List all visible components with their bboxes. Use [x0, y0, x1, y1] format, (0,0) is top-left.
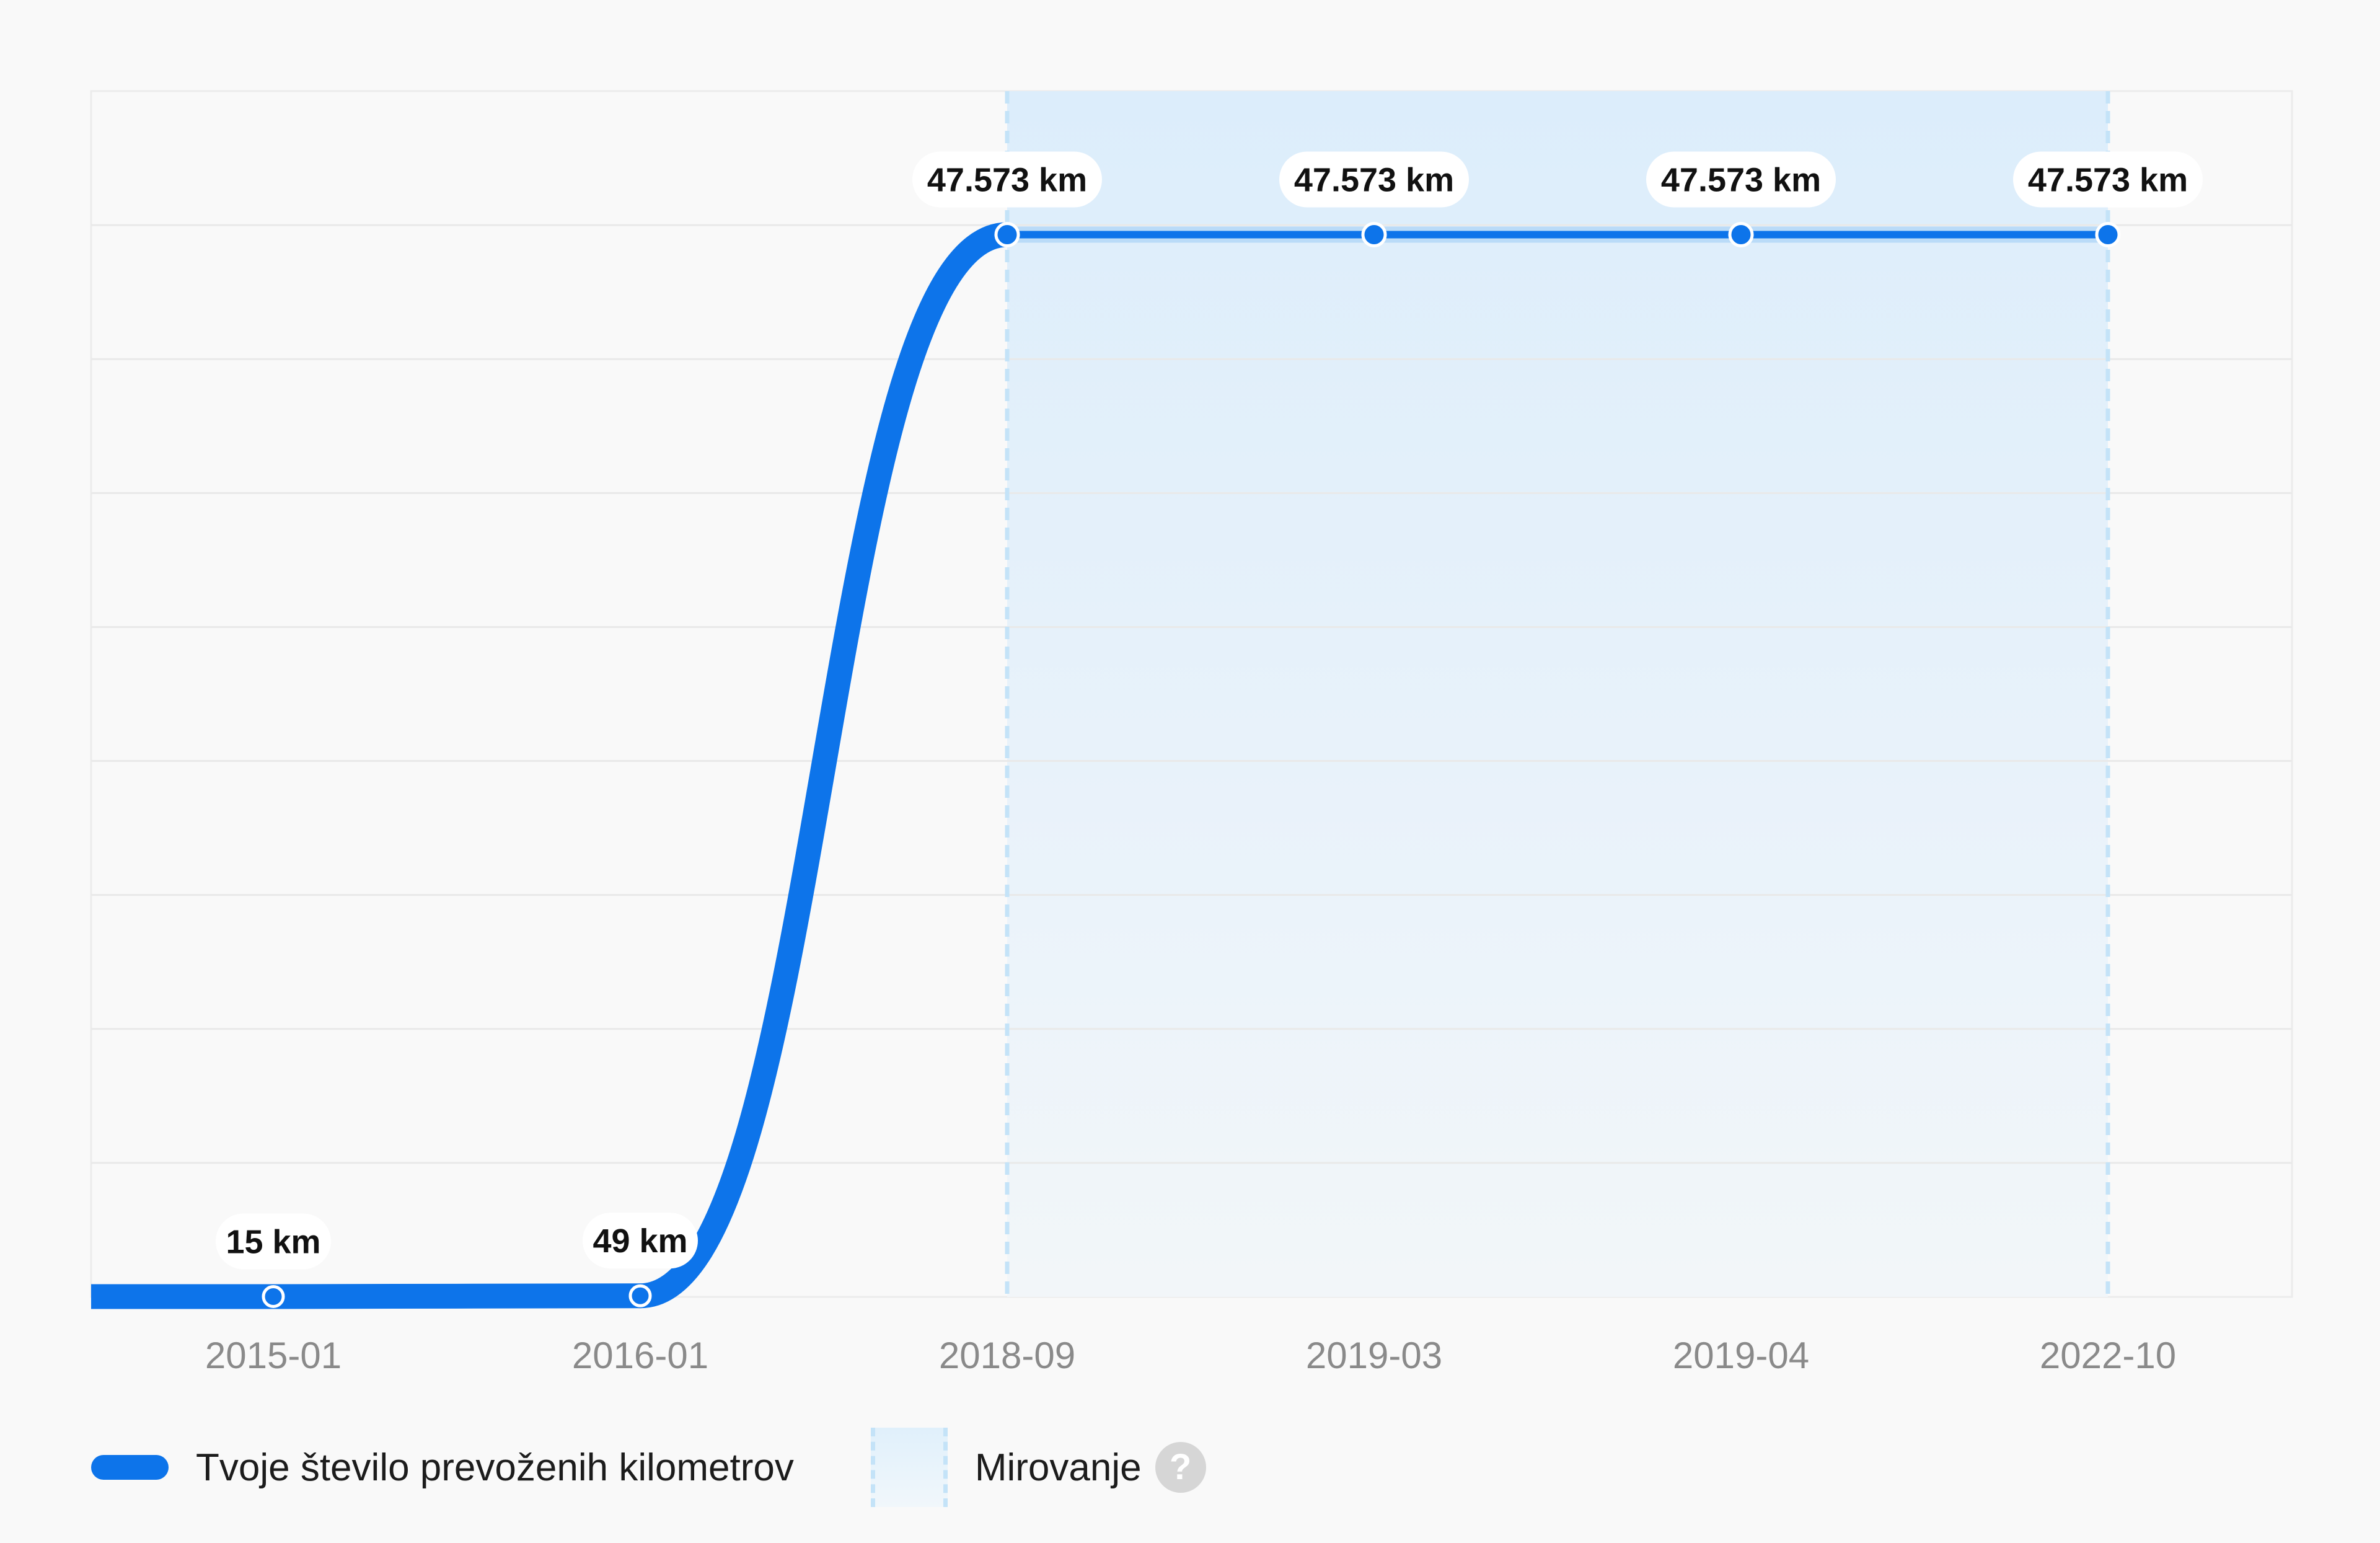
x-tick-label: 2019-04 [1673, 1335, 1809, 1376]
legend-area-swatch [870, 1428, 948, 1507]
data-label: 49 km [593, 1222, 687, 1260]
x-tick-label: 2016-01 [572, 1335, 708, 1376]
data-labels: 15 km 49 km 47.573 km 47.573 km 47.573 km 47.… [216, 151, 2203, 1270]
data-label: 47.573 km [1661, 161, 1821, 198]
data-point [1361, 221, 1387, 247]
x-axis-ticks: 2015-01 2016-01 2018-09 2019-03 2019-04 2022-… [205, 1335, 2176, 1376]
data-point [994, 221, 1020, 247]
data-label-pill [1646, 151, 1836, 208]
legend-item-rest: Mirovanje ? [794, 1428, 1206, 1507]
grid-lines [91, 224, 2292, 1164]
data-label-pill [583, 1213, 698, 1269]
data-point-marker [628, 1284, 652, 1307]
x-tick-label: 2018-09 [939, 1335, 1075, 1376]
data-label-pill [912, 151, 1102, 208]
data-point [2095, 221, 2121, 247]
series-line-group [91, 222, 2116, 1309]
rest-region-area [1007, 91, 2108, 1297]
data-points [262, 221, 2121, 1308]
data-label: 15 km [226, 1223, 320, 1260]
question-mark-icon[interactable]: ? [1155, 1442, 1206, 1493]
data-label: 47.573 km [927, 161, 1087, 198]
data-point [1728, 221, 1754, 247]
x-tick-label: 2022-10 [2040, 1335, 2176, 1376]
rest-region [1007, 91, 2108, 1297]
legend-label-rest: Mirovanje [974, 1446, 1142, 1489]
data-point-marker [262, 1284, 285, 1308]
legend-item-distance: Tvoje število prevoženih kilometrov [91, 1446, 794, 1490]
legend: Tvoje število prevoženih kilometrov Miro… [91, 1424, 1206, 1511]
legend-label-distance: Tvoje število prevoženih kilometrov [196, 1446, 794, 1489]
legend-line-swatch [91, 1455, 169, 1480]
data-label-pill [2013, 151, 2203, 208]
data-label: 47.573 km [1294, 161, 1454, 198]
x-tick-label: 2019-03 [1306, 1335, 1442, 1376]
data-label: 47.573 km [2028, 161, 2188, 198]
data-label-pill [216, 1213, 331, 1270]
series-line-segment [628, 222, 1020, 1309]
x-tick-label: 2015-01 [205, 1335, 342, 1376]
rest-region-borders [1005, 91, 2110, 1297]
data-label-pill [1279, 151, 1469, 208]
